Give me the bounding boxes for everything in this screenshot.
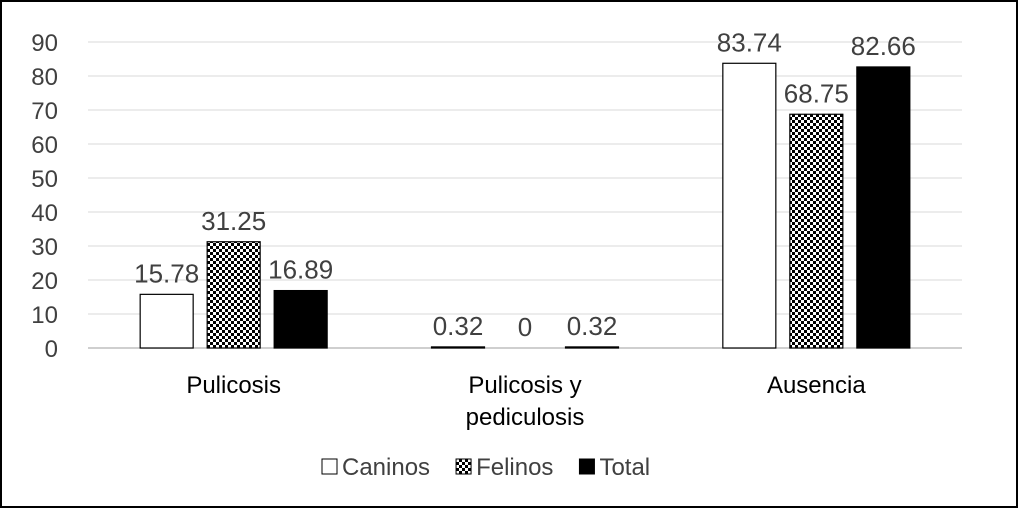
data-label-felinos: 68.75 (784, 78, 849, 108)
y-tick-label: 50 (31, 166, 58, 193)
data-label-caninos: 15.78 (134, 258, 199, 288)
legend-swatch-caninos (321, 458, 338, 475)
y-tick-label: 0 (45, 336, 58, 363)
bar-felinos (789, 113, 844, 349)
bar-caninos (430, 346, 486, 349)
category-label: Pulicosis (186, 372, 281, 399)
y-tick-label: 10 (31, 302, 58, 329)
y-tick-label: 30 (31, 234, 58, 261)
y-tick-label: 40 (31, 200, 58, 227)
category-label: Pulicosis y pediculosis (466, 372, 585, 431)
data-label-total: 16.89 (268, 255, 333, 285)
y-axis-tick-labels: 0 10 20 30 40 50 60 70 80 90 (31, 30, 58, 363)
bar-caninos (139, 293, 194, 349)
data-label-caninos: 83.74 (717, 27, 782, 57)
legend: Caninos Felinos Total (321, 454, 650, 481)
bar-felinos (206, 241, 261, 349)
category-labels: Pulicosis Pulicosis y pediculosis Ausencia (186, 372, 866, 431)
category-label: Ausencia (767, 372, 866, 399)
legend-swatch-total (578, 458, 595, 475)
y-tick-label: 20 (31, 268, 58, 295)
y-tick-label: 90 (31, 30, 58, 57)
legend-label-caninos: Caninos (342, 454, 430, 481)
data-label-felinos: 31.25 (201, 206, 266, 236)
legend-label-total: Total (599, 454, 650, 481)
bar-total (564, 346, 620, 349)
bar-total (273, 289, 328, 349)
legend-swatch-felinos (455, 458, 472, 475)
y-tick-label: 70 (31, 98, 58, 125)
bar-total (856, 66, 911, 349)
y-tick-label: 60 (31, 132, 58, 159)
data-label-total: 82.66 (851, 31, 916, 61)
legend-label-felinos: Felinos (476, 454, 553, 481)
bar-caninos (722, 62, 777, 349)
data-label-felinos: 0 (518, 312, 532, 342)
data-label-total: 0.32 (567, 311, 618, 341)
data-label-caninos: 0.32 (433, 311, 484, 341)
bars (139, 62, 911, 349)
y-tick-label: 80 (31, 64, 58, 91)
